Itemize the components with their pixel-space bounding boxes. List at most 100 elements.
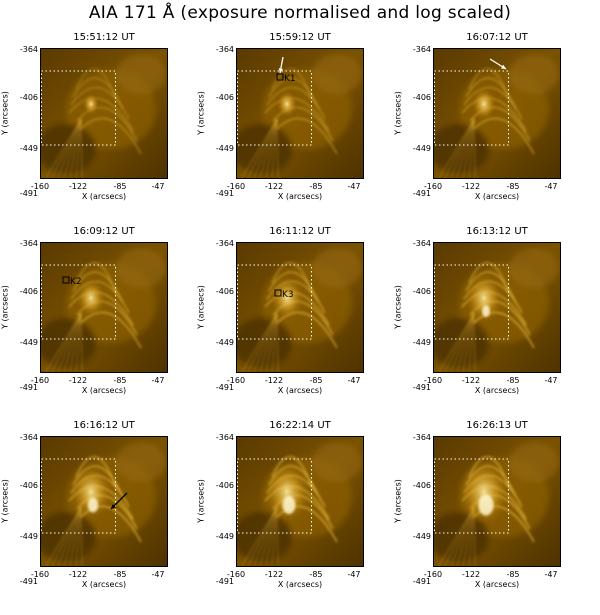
solar-image: K3 bbox=[236, 242, 364, 373]
panel-time: 16:26:13 UT bbox=[466, 420, 528, 431]
y-tick-label: -449 bbox=[19, 532, 38, 541]
y-axis-label: Y (arcsecs) bbox=[196, 479, 206, 523]
x-tick-label: -160 bbox=[226, 570, 246, 579]
image-panel: 16:13:12 UT Y (arcsecs) -364 -406 -449 -491 -1… bbox=[393, 226, 583, 421]
x-tick-label: -47 bbox=[347, 182, 361, 191]
y-tick-label: -449 bbox=[412, 338, 431, 347]
y-tick-label: -406 bbox=[412, 287, 431, 296]
y-tick-label: -406 bbox=[19, 93, 38, 102]
solar-image: K2 bbox=[40, 242, 168, 373]
y-axis-label: Y (arcsecs) bbox=[196, 91, 206, 135]
x-tick-label: -122 bbox=[68, 570, 88, 579]
y-tick-label: -449 bbox=[412, 144, 431, 153]
y-tick-label: -491 bbox=[215, 189, 234, 198]
y-axis-label: Y (arcsecs) bbox=[393, 479, 403, 523]
figure-title: AIA 171 Å (exposure normalised and log s… bbox=[88, 3, 512, 23]
y-tick-label: -491 bbox=[19, 189, 38, 198]
y-axis-label: Y (arcsecs) bbox=[196, 285, 206, 329]
x-tick-label: -85 bbox=[309, 570, 323, 579]
x-axis-label: X (arcsecs) bbox=[474, 580, 520, 589]
image-panel: 16:11:12 UT Y (arcsecs) -364 -406 -449 -491 -1… bbox=[196, 226, 386, 421]
panel-time: 15:59:12 UT bbox=[269, 32, 331, 43]
x-tick-label: -160 bbox=[30, 376, 50, 385]
x-axis-label: X (arcsecs) bbox=[81, 192, 127, 201]
y-tick-label: -406 bbox=[215, 93, 234, 102]
x-tick-label: -160 bbox=[423, 570, 443, 579]
svg-text:K2: K2 bbox=[70, 277, 82, 287]
y-tick-label: -491 bbox=[19, 577, 38, 586]
y-tick-label: -491 bbox=[19, 383, 38, 392]
x-tick-label: -122 bbox=[461, 182, 481, 191]
x-tick-label: -47 bbox=[151, 182, 165, 191]
y-axis-label: Y (arcsecs) bbox=[393, 91, 403, 135]
y-tick-label: -364 bbox=[19, 45, 38, 54]
x-tick-label: -85 bbox=[113, 376, 127, 385]
panel-time: 16:11:12 UT bbox=[269, 226, 331, 237]
x-tick-label: -47 bbox=[544, 182, 558, 191]
x-tick-label: -47 bbox=[347, 376, 361, 385]
x-tick-label: -85 bbox=[309, 182, 323, 191]
solar-image bbox=[433, 48, 561, 179]
y-tick-label: -364 bbox=[19, 239, 38, 248]
y-tick-label: -449 bbox=[215, 144, 234, 153]
x-tick-label: -47 bbox=[151, 376, 165, 385]
y-tick-label: -364 bbox=[215, 45, 234, 54]
solar-image: K1 bbox=[236, 48, 364, 179]
y-axis-label: Y (arcsecs) bbox=[0, 285, 10, 329]
panel-time: 16:07:12 UT bbox=[466, 32, 528, 43]
panel-time: 16:22:14 UT bbox=[269, 420, 331, 431]
x-tick-label: -160 bbox=[423, 376, 443, 385]
x-tick-label: -47 bbox=[544, 570, 558, 579]
image-panel: 15:59:12 UT Y (arcsecs) -364 -406 -449 -491 -1… bbox=[196, 32, 386, 227]
y-tick-label: -491 bbox=[412, 577, 431, 586]
y-tick-label: -491 bbox=[412, 189, 431, 198]
x-axis-label: X (arcsecs) bbox=[474, 192, 520, 201]
y-tick-label: -406 bbox=[215, 481, 234, 490]
panel-time: 16:09:12 UT bbox=[73, 226, 135, 237]
solar-image bbox=[433, 436, 561, 567]
x-tick-label: -122 bbox=[461, 376, 481, 385]
x-tick-label: -47 bbox=[544, 376, 558, 385]
solar-image bbox=[433, 242, 561, 373]
y-tick-label: -406 bbox=[19, 481, 38, 490]
x-tick-label: -160 bbox=[30, 182, 50, 191]
x-axis-label: X (arcsecs) bbox=[277, 386, 323, 395]
x-tick-label: -85 bbox=[113, 182, 127, 191]
y-tick-label: -364 bbox=[19, 433, 38, 442]
solar-image bbox=[236, 436, 364, 567]
y-tick-label: -449 bbox=[412, 532, 431, 541]
solar-image bbox=[40, 436, 168, 567]
y-tick-label: -491 bbox=[215, 577, 234, 586]
y-tick-label: -406 bbox=[215, 287, 234, 296]
x-tick-label: -85 bbox=[309, 376, 323, 385]
y-tick-label: -406 bbox=[19, 287, 38, 296]
x-tick-label: -47 bbox=[347, 570, 361, 579]
image-panel: 16:22:14 UT Y (arcsecs) -364 -406 -449 -491 -1… bbox=[196, 420, 386, 615]
y-axis-label: Y (arcsecs) bbox=[0, 479, 10, 523]
image-panel: 15:51:12 UT Y (arcsecs) -364 -406 -449 -491 -1… bbox=[0, 32, 190, 227]
y-tick-label: -449 bbox=[19, 338, 38, 347]
x-tick-label: -160 bbox=[30, 570, 50, 579]
y-axis-label: Y (arcsecs) bbox=[0, 91, 10, 135]
y-tick-label: -406 bbox=[412, 93, 431, 102]
y-tick-label: -364 bbox=[215, 433, 234, 442]
x-tick-label: -160 bbox=[226, 376, 246, 385]
y-tick-label: -364 bbox=[412, 45, 431, 54]
panel-time: 16:13:12 UT bbox=[466, 226, 528, 237]
y-tick-label: -449 bbox=[215, 338, 234, 347]
x-tick-label: -160 bbox=[423, 182, 443, 191]
image-panel: 16:16:12 UT Y (arcsecs) -364 -406 -449 -491 -1… bbox=[0, 420, 190, 615]
y-tick-label: -364 bbox=[412, 239, 431, 248]
solar-image bbox=[40, 48, 168, 179]
y-tick-label: -364 bbox=[215, 239, 234, 248]
x-tick-label: -122 bbox=[68, 182, 88, 191]
y-tick-label: -364 bbox=[412, 433, 431, 442]
y-tick-label: -491 bbox=[412, 383, 431, 392]
x-axis-label: X (arcsecs) bbox=[277, 580, 323, 589]
image-panel: 16:07:12 UT Y (arcsecs) -364 -406 -449 -491 -1… bbox=[393, 32, 583, 227]
x-tick-label: -160 bbox=[226, 182, 246, 191]
x-axis-label: X (arcsecs) bbox=[277, 192, 323, 201]
x-tick-label: -122 bbox=[461, 570, 481, 579]
x-tick-label: -85 bbox=[506, 182, 520, 191]
y-tick-label: -406 bbox=[412, 481, 431, 490]
